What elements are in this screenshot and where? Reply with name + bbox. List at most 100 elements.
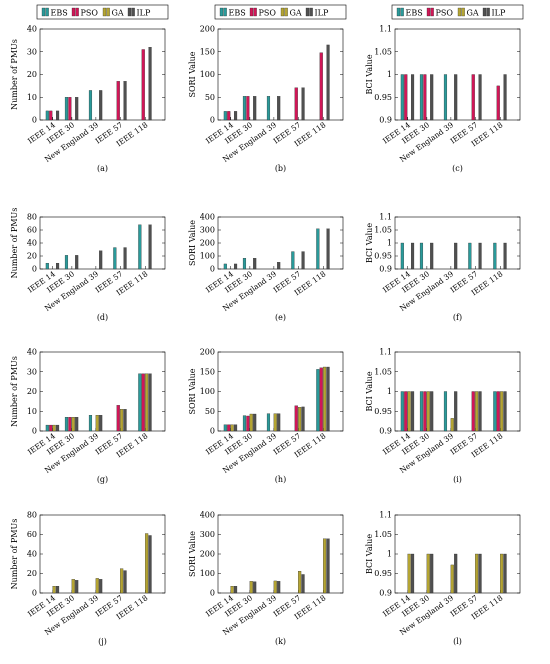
- bar-ebs: [45, 424, 49, 432]
- bar-ga: [230, 586, 234, 594]
- bar-ebs: [400, 242, 404, 270]
- bar-ebs: [316, 369, 320, 432]
- y-tick-label: 0: [32, 116, 37, 125]
- legend-swatch: [430, 7, 434, 17]
- y-tick-label: 0.95: [374, 252, 392, 261]
- bar-ebs: [400, 74, 404, 121]
- legend: EBS PSO GA ILP: [214, 4, 347, 20]
- y-tick-label: 1.1: [379, 213, 392, 222]
- chart-caption: (h): [275, 475, 286, 484]
- bar-ga: [230, 424, 234, 432]
- bar-ilp: [478, 391, 482, 432]
- bar-pso: [227, 424, 231, 432]
- bar-pso: [49, 110, 53, 121]
- bar-ilp: [301, 574, 305, 594]
- legend-swatch: [426, 7, 431, 17]
- y-tick-label: 0: [32, 589, 37, 598]
- bar-ga: [52, 586, 56, 594]
- y-tick-label: 1: [387, 387, 392, 396]
- chart-caption: (c): [452, 164, 463, 173]
- bar-ebs: [493, 242, 497, 270]
- y-tick-label: 20: [27, 569, 37, 578]
- bar-pso: [471, 391, 475, 432]
- bar-ebs: [419, 74, 424, 121]
- y-axis-label: SORI Value: [188, 51, 197, 97]
- legend-label: PSO: [259, 9, 277, 18]
- bar-ilp: [454, 553, 458, 594]
- y-tick-label: 0: [32, 427, 37, 436]
- bar-ilp: [148, 224, 152, 270]
- chart-caption: (i): [453, 475, 462, 484]
- bar-ebs: [400, 391, 404, 432]
- chart-caption: (e): [275, 313, 286, 322]
- y-tick-label: 0.95: [374, 569, 392, 578]
- y-tick-label: 1.1: [379, 511, 392, 520]
- bar-ga: [407, 391, 411, 432]
- y-tick-label: 10: [27, 407, 37, 416]
- legend-label: PSO: [436, 9, 454, 18]
- legend-swatch: [219, 7, 224, 17]
- bar-pso: [246, 96, 250, 121]
- bar-ga: [52, 424, 56, 432]
- bar-ebs: [64, 97, 69, 121]
- chart-caption: (l): [453, 637, 462, 646]
- bar-pso: [68, 417, 72, 432]
- y-tick-label: 20: [27, 387, 37, 396]
- y-tick-label: 80: [27, 213, 37, 222]
- bar-ilp: [123, 247, 127, 270]
- legend-label: EBS: [406, 9, 423, 18]
- y-tick-label: 0.9: [379, 589, 392, 598]
- y-tick-label: 0: [210, 427, 215, 436]
- bar-ilp: [56, 586, 60, 594]
- legend-swatch: [309, 7, 313, 17]
- bar-ga: [273, 580, 277, 594]
- plot-frame: [217, 216, 344, 270]
- legend: EBS PSO GA ILP: [36, 4, 169, 20]
- bar-ilp: [253, 581, 257, 594]
- bar-ilp: [454, 74, 458, 121]
- bar-ilp: [233, 424, 238, 432]
- bar-ebs: [419, 391, 424, 432]
- chart-caption: (k): [275, 637, 286, 646]
- bar-ilp: [233, 263, 238, 270]
- bar-ilp: [410, 242, 415, 270]
- legend-swatch: [249, 7, 254, 17]
- bar-ebs: [419, 242, 424, 270]
- bar-ilp: [301, 406, 305, 432]
- bar-ilp: [454, 242, 458, 270]
- bar-ilp: [478, 242, 482, 270]
- legend-swatch: [75, 7, 79, 17]
- bar-ga: [249, 413, 253, 432]
- y-tick-label: 0: [210, 116, 215, 125]
- y-tick-label: 40: [27, 25, 37, 34]
- bar-ga: [450, 418, 454, 432]
- y-tick-label: 30: [27, 47, 37, 56]
- bar-ilp: [253, 258, 257, 270]
- legend: EBS PSO GA ILP: [391, 4, 524, 20]
- bar-ilp: [233, 586, 238, 594]
- bar-ebs: [64, 417, 69, 432]
- legend-label: EBS: [229, 9, 246, 18]
- y-tick-label: 60: [27, 530, 37, 539]
- y-tick-label: 300: [200, 226, 215, 235]
- bar-ga: [426, 391, 430, 432]
- bar-ebs: [468, 242, 472, 270]
- bar-ilp: [253, 413, 257, 432]
- bar-ilp: [503, 74, 507, 121]
- bar-ga: [323, 538, 327, 594]
- y-tick-label: 200: [200, 550, 215, 559]
- bar-ilp: [410, 391, 415, 432]
- y-tick-label: 80: [27, 511, 37, 520]
- bar-ebs: [88, 90, 93, 121]
- bar-ilp: [277, 96, 281, 121]
- bar-pso: [496, 391, 500, 432]
- bar-ga: [407, 553, 411, 594]
- bar-ebs: [266, 96, 271, 121]
- y-tick-label: 0: [210, 589, 215, 598]
- y-tick-label: 1: [387, 550, 392, 559]
